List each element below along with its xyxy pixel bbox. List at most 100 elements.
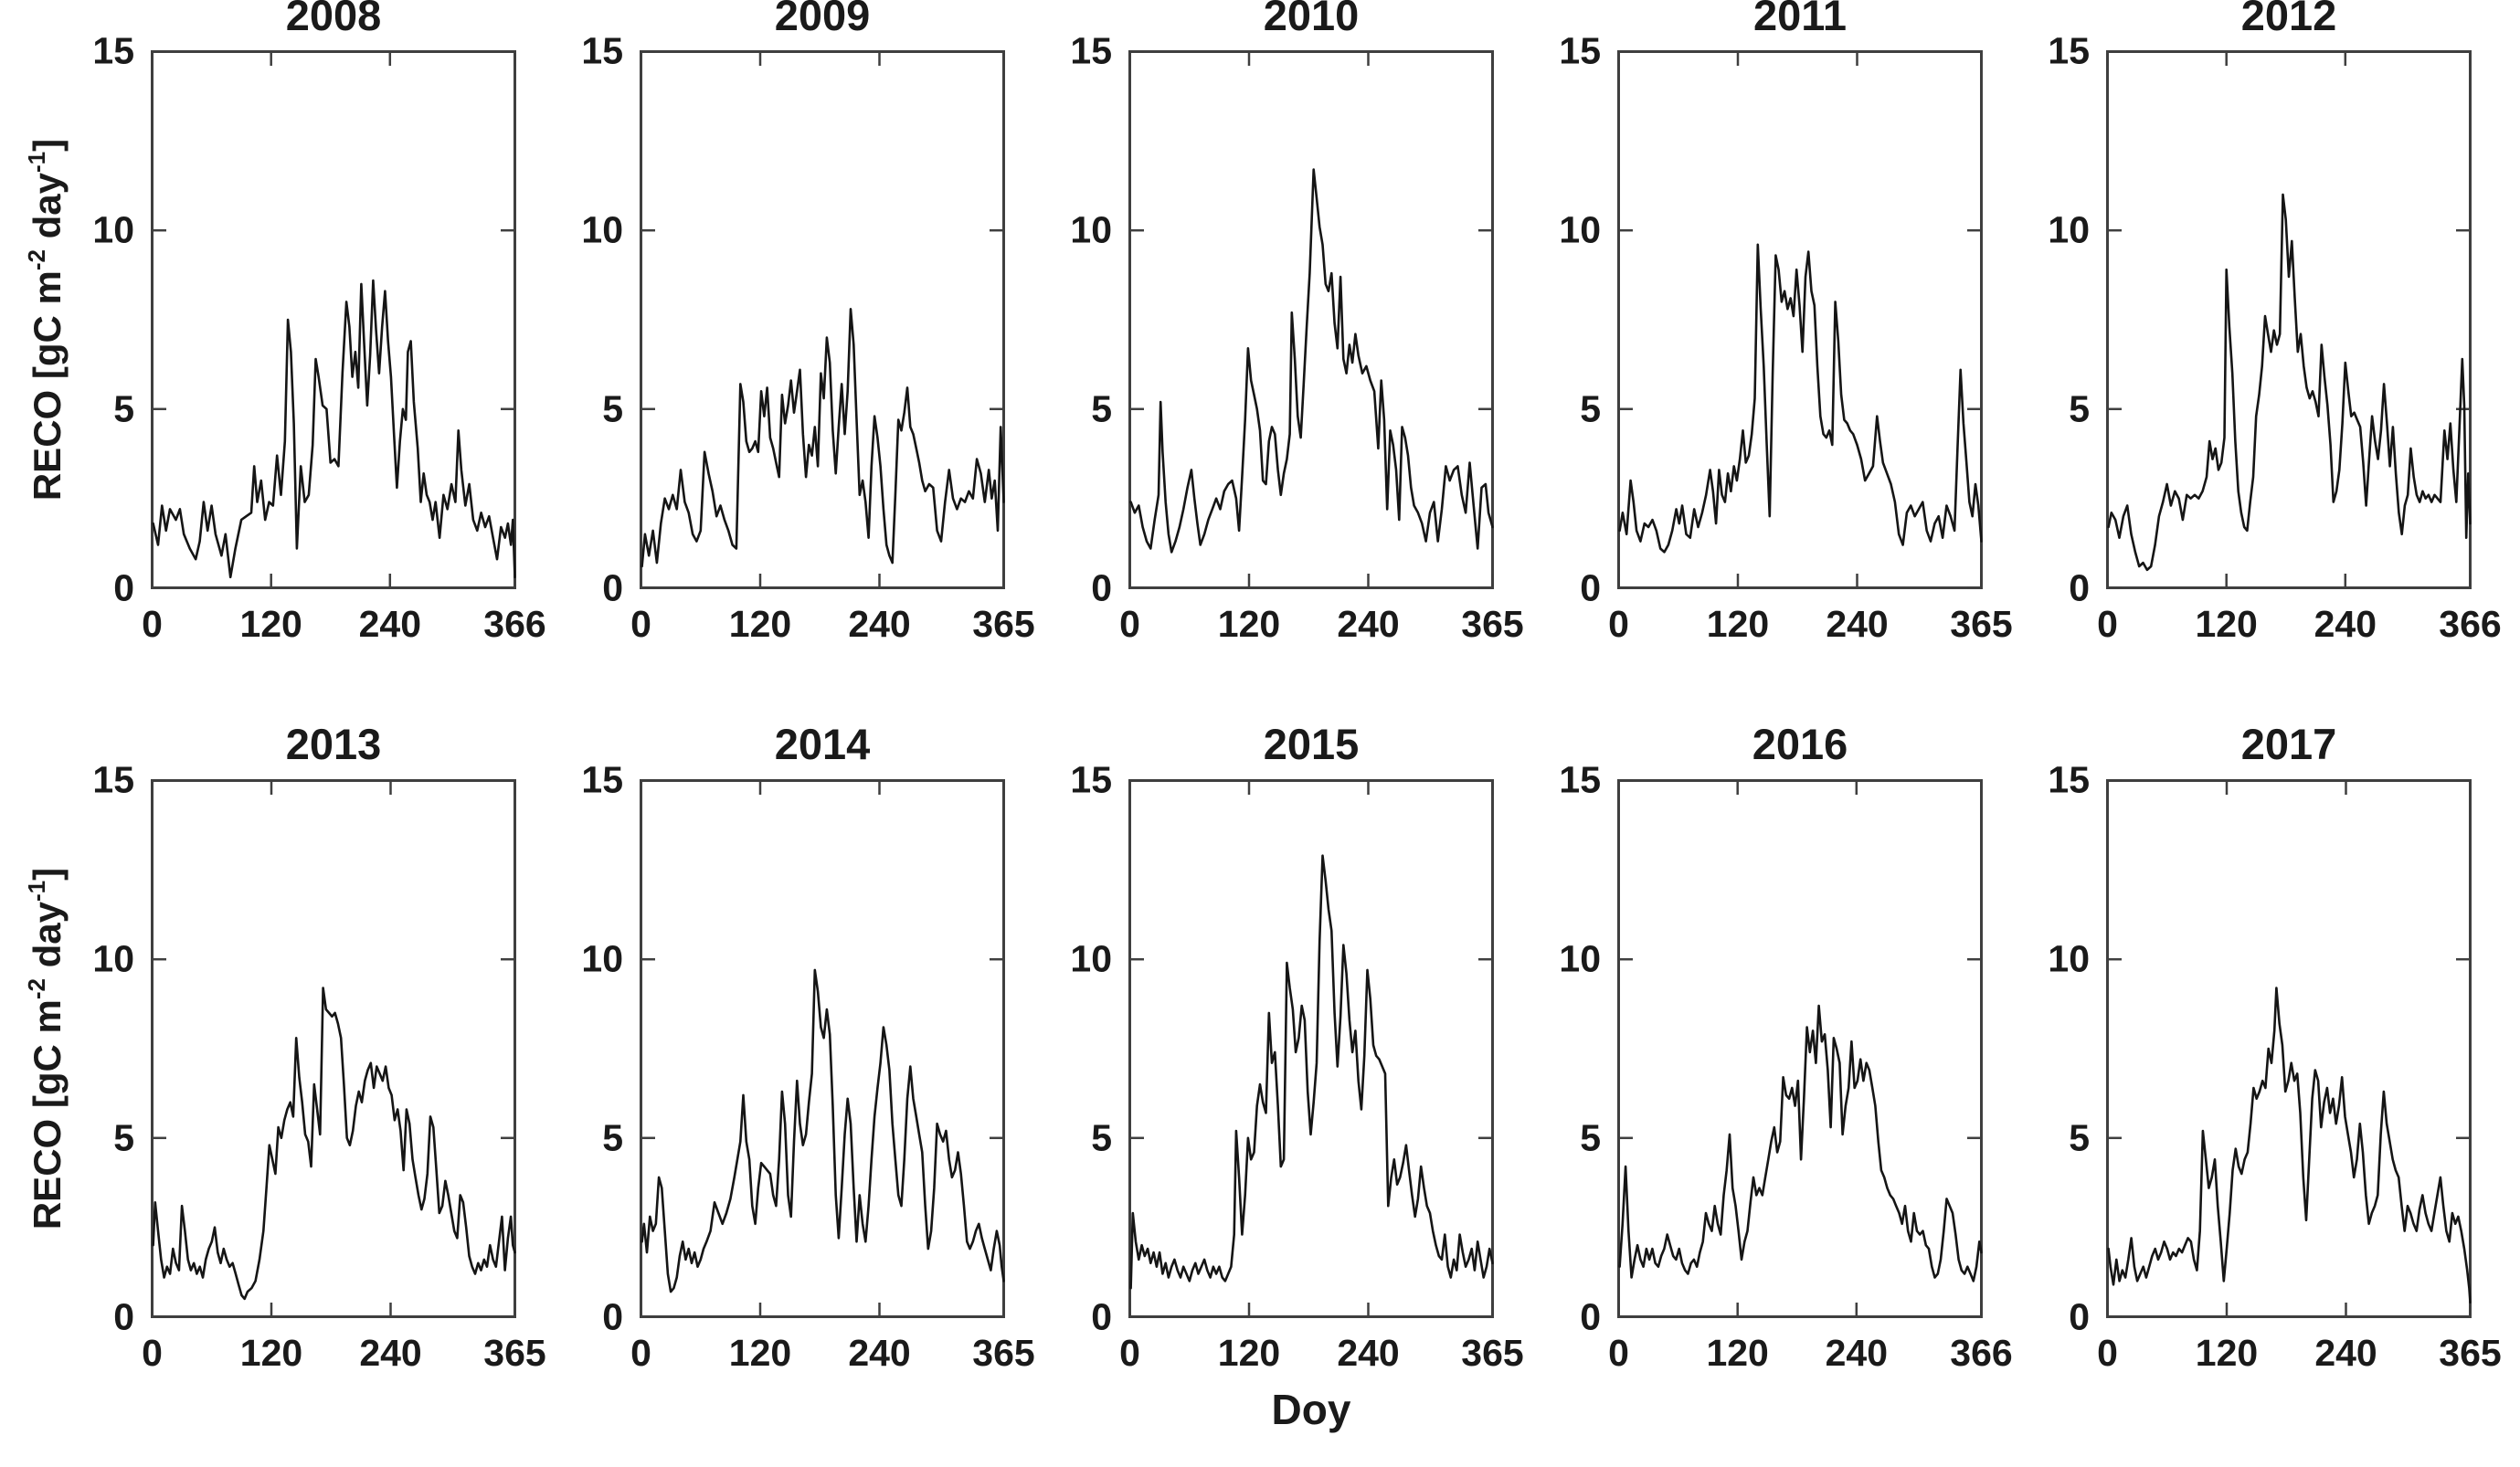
x-tick-label: 365 (1461, 603, 1524, 645)
x-tick-label: 0 (2097, 603, 2118, 645)
x-axis-label: Doy (1271, 1386, 1351, 1433)
y-tick-label: 5 (1091, 1116, 1112, 1159)
x-tick-label: 240 (2314, 1332, 2377, 1374)
y-tick-label: 0 (113, 566, 134, 608)
y-tick-label: 15 (92, 29, 134, 72)
subplot-title: 2014 (774, 720, 871, 768)
y-tick-label: 10 (92, 208, 134, 251)
y-axis-label-text: ] (26, 138, 69, 152)
y-axis-label-sup: -1 (23, 880, 50, 902)
subplot-title: 2011 (1753, 0, 1847, 39)
x-tick-label: 365 (972, 603, 1035, 645)
subplot-title: 2012 (2240, 0, 2337, 39)
x-tick-label: 240 (1337, 603, 1400, 645)
subplot-title: 2009 (774, 0, 871, 39)
subplot-2017: 2017 0 5 10 15 0 120 240 365 (2048, 721, 2501, 1372)
line-plot (1128, 779, 1494, 1318)
y-tick-label: 15 (1070, 29, 1112, 72)
line-plot (640, 779, 1005, 1318)
x-tick-label: 365 (1461, 1332, 1524, 1374)
y-tick-label: 0 (1091, 1295, 1112, 1337)
line-plot (1617, 779, 1983, 1318)
x-tick-label: 365 (483, 1332, 546, 1374)
line-plot (1617, 50, 1983, 589)
y-tick-label: 0 (1091, 566, 1112, 608)
line-plot (151, 779, 516, 1318)
y-tick-label: 10 (2048, 937, 2090, 980)
x-tick-label: 366 (2439, 603, 2502, 645)
x-tick-label: 120 (1217, 603, 1281, 645)
subplot-2010: 2010 0 5 10 15 0 120 240 365 (1070, 0, 1523, 643)
subplot-title: 2013 (285, 720, 382, 768)
y-tick-label: 0 (602, 1295, 623, 1337)
y-axis-label-sup: -2 (23, 978, 50, 1000)
y-tick-label: 10 (92, 937, 134, 980)
x-tick-label: 0 (1119, 1332, 1140, 1374)
x-tick-label: 0 (2097, 1332, 2118, 1374)
x-tick-label: 120 (2195, 603, 2258, 645)
line-plot (640, 50, 1005, 589)
x-tick-label: 0 (1608, 1332, 1629, 1374)
y-tick-label: 10 (2048, 208, 2090, 251)
x-tick-label: 120 (2195, 1332, 2259, 1374)
x-tick-label: 120 (1706, 603, 1770, 645)
y-tick-label: 0 (2069, 566, 2090, 608)
x-tick-label: 120 (1217, 1332, 1281, 1374)
y-tick-label: 15 (1559, 29, 1601, 72)
y-tick-label: 10 (1559, 208, 1601, 251)
x-tick-label: 365 (1950, 603, 2013, 645)
y-tick-label: 5 (1580, 387, 1601, 430)
x-tick-label: 240 (848, 603, 911, 645)
y-tick-label: 5 (113, 1116, 134, 1159)
y-tick-label: 10 (581, 937, 623, 980)
y-tick-label: 5 (1580, 1116, 1601, 1159)
y-tick-label: 5 (2069, 1116, 2090, 1159)
y-axis-label-text: RECO [gC m (26, 999, 69, 1230)
x-tick-label: 240 (359, 1332, 422, 1374)
y-tick-label: 0 (1580, 566, 1601, 608)
x-tick-label: 240 (848, 1332, 911, 1374)
y-tick-label: 10 (1559, 937, 1601, 980)
subplot-title: 2016 (1752, 720, 1848, 768)
y-tick-label: 15 (1559, 758, 1601, 801)
x-tick-label: 0 (142, 603, 163, 645)
y-axis-label-text: day (26, 901, 69, 979)
y-tick-label: 15 (2048, 758, 2090, 801)
y-axis-label-text: day (26, 172, 69, 250)
x-tick-label: 240 (358, 603, 422, 645)
subplot-title: 2010 (1263, 0, 1360, 39)
y-axis-label-sup: -1 (23, 151, 50, 173)
x-tick-label: 366 (483, 603, 546, 645)
y-axis-label-text: ] (26, 867, 69, 881)
subplot-2011: 2011 0 5 10 15 0 120 240 365 (1559, 0, 2012, 643)
line-plot (2106, 50, 2472, 589)
subplot-title: 2008 (285, 0, 382, 39)
y-tick-label: 15 (581, 29, 623, 72)
y-tick-label: 0 (602, 566, 623, 608)
y-axis-label-row1: RECO [gC m-2 day-1] (20, 0, 75, 639)
x-tick-label: 240 (1825, 1332, 1889, 1374)
subplot-2012: 2012 0 5 10 15 0 120 240 366 (2048, 0, 2501, 643)
y-tick-label: 10 (1070, 937, 1112, 980)
y-tick-label: 15 (1070, 758, 1112, 801)
x-tick-label: 120 (728, 1332, 792, 1374)
subplot-2016: 2016 0 5 10 15 0 120 240 366 (1559, 721, 2012, 1372)
y-tick-label: 15 (92, 758, 134, 801)
x-tick-label: 240 (2314, 603, 2377, 645)
y-tick-label: 0 (113, 1295, 134, 1337)
line-plot (1128, 50, 1494, 589)
y-tick-label: 5 (1091, 387, 1112, 430)
x-tick-label: 0 (630, 1332, 651, 1374)
x-tick-label: 366 (1950, 1332, 2013, 1374)
line-plot (2106, 779, 2472, 1318)
x-tick-label: 240 (1826, 603, 1889, 645)
subplot-2013: 2013 0 5 10 15 0 120 240 365 (92, 721, 545, 1372)
subplot-2014: 2014 0 5 10 15 0 120 240 365 (581, 721, 1034, 1372)
y-tick-label: 5 (113, 387, 134, 430)
y-axis-label-text: RECO [gC m (26, 270, 69, 501)
y-tick-label: 5 (602, 387, 623, 430)
x-tick-label: 0 (630, 603, 651, 645)
y-tick-label: 10 (581, 208, 623, 251)
y-tick-label: 0 (2069, 1295, 2090, 1337)
